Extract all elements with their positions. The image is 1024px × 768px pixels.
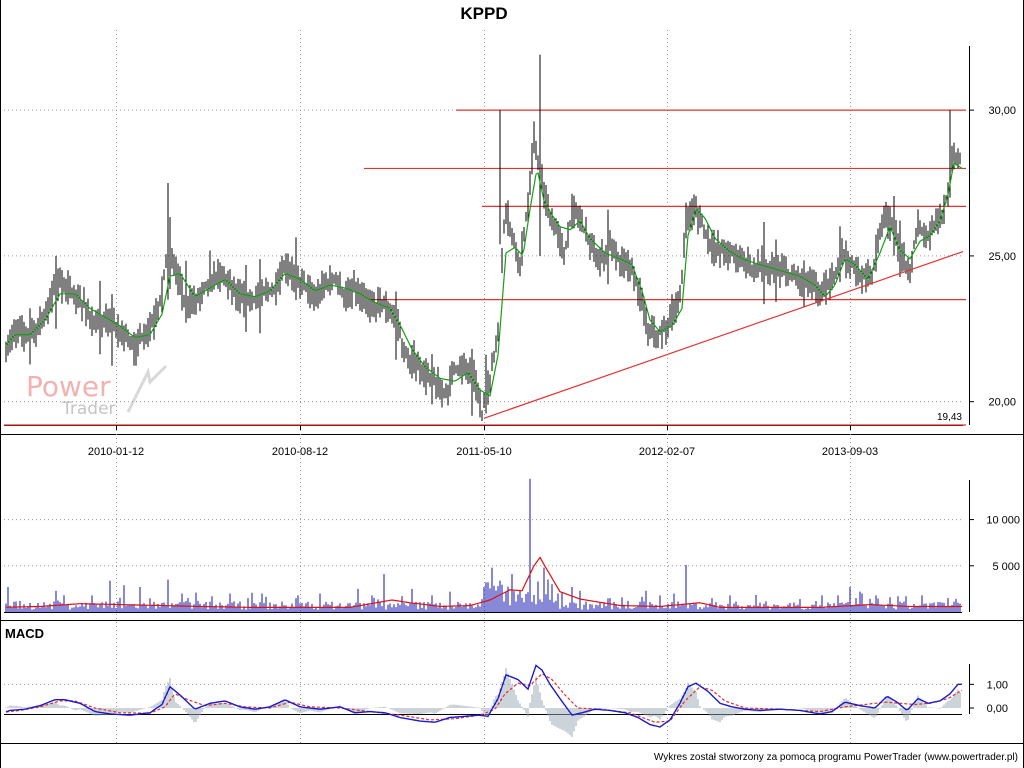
support-trendline [483,250,964,419]
watermark-logo: Power Trader [26,364,168,419]
chart-title: KPPD [460,4,507,23]
date-tick-label: 2010-01-12 [88,446,144,458]
volume-bars [5,478,961,612]
volume-tick-label: 5 000 [992,561,1020,573]
price-bars [5,54,961,422]
volume-tick-label: 10 000 [986,515,1020,527]
watermark-trader: Trader [61,399,116,419]
date-tick-label: 2011-05-10 [456,446,511,458]
volume-moving-average [6,556,962,608]
volume-y-axis: 5 000 10 000 [969,515,1020,573]
date-tick-label: 2010-08-12 [272,446,328,458]
macd-y-axis: 0,00 1,00 [969,679,1008,715]
price-moving-average [5,161,963,397]
macd-tick-label: 0,00 [987,703,1008,715]
min-price-label: 19,43 [937,412,962,423]
price-tick-label: 20,00 [988,397,1016,409]
macd-tick-label: 1,00 [987,679,1008,691]
macd-line [5,664,962,728]
macd-title: MACD [5,626,44,641]
grid-lines [4,30,962,743]
price-tick-label: 25,00 [988,251,1016,263]
price-tick-label: 30,00 [988,105,1016,117]
date-tick-label: 2012-02-07 [639,446,695,458]
date-axis: 2010-01-12 2010-08-12 2011-05-10 2012-02-07… [88,425,878,458]
date-tick-label: 2013-09-03 [822,446,878,458]
macd-histogram [5,668,961,737]
watermark-power: Power [26,370,111,403]
price-y-axis: 20,00 25,00 30,00 [969,105,1016,409]
footer-credit: Wykres został stworzony za pomocą progra… [654,752,1018,763]
